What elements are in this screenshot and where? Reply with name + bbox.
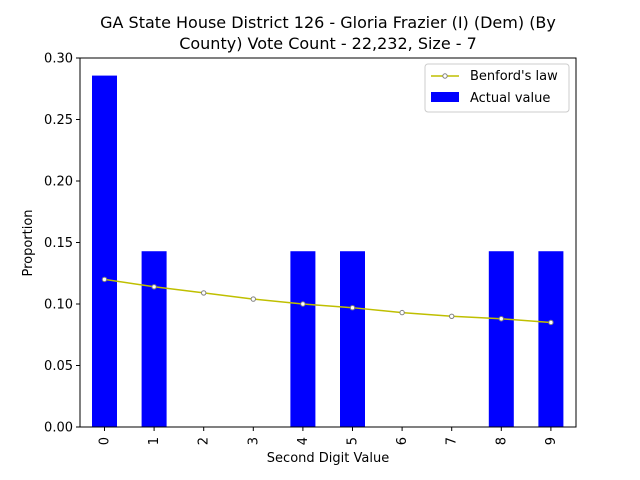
benford-point-4 bbox=[300, 301, 306, 307]
benford-point-0 bbox=[101, 276, 108, 283]
y-tick-label-0.20: 0.20 bbox=[44, 175, 73, 190]
x-tick-label-3: 3 bbox=[246, 437, 261, 445]
bar-5 bbox=[340, 251, 365, 427]
x-tick-label-0: 0 bbox=[98, 437, 113, 445]
y-axis-label: Proportion bbox=[21, 209, 36, 276]
benford-line bbox=[104, 278, 551, 324]
y-tick-label-0.25: 0.25 bbox=[44, 113, 73, 128]
benford-line-series bbox=[101, 276, 554, 326]
benford-point-6 bbox=[399, 309, 405, 316]
benford-point-2 bbox=[201, 290, 207, 296]
x-axis-ticks: 0 1 2 3 4 5 6 7 8 9 bbox=[98, 427, 559, 445]
benford-point-7 bbox=[449, 313, 455, 319]
x-tick-label-5: 5 bbox=[346, 437, 361, 445]
x-tick-label-4: 4 bbox=[296, 437, 311, 445]
bar-9 bbox=[538, 251, 564, 427]
benford-point-5 bbox=[349, 304, 356, 311]
x-tick-label-2: 2 bbox=[197, 437, 212, 445]
y-tick-label-0.00: 0.00 bbox=[44, 421, 73, 436]
bar-4 bbox=[290, 251, 316, 427]
y-tick-label-0.15: 0.15 bbox=[44, 236, 73, 251]
legend-label-actual: Actual value bbox=[470, 91, 550, 106]
benford-point-9 bbox=[548, 319, 554, 326]
bar-0 bbox=[92, 75, 117, 427]
legend-label-benford: Benford's law bbox=[470, 69, 558, 84]
y-tick-label-0.05: 0.05 bbox=[44, 359, 73, 374]
legend-marker-swatch bbox=[442, 73, 448, 79]
bar-8 bbox=[488, 251, 514, 427]
y-axis-ticks: 0.00 0.05 0.10 0.15 0.20 0.25 0.30 bbox=[44, 52, 80, 436]
legend-bar-swatch bbox=[431, 92, 459, 102]
x-tick-label-8: 8 bbox=[494, 437, 509, 445]
y-tick-label-0.30: 0.30 bbox=[44, 52, 73, 67]
x-tick-label-9: 9 bbox=[544, 437, 559, 445]
chart-title-line-1: GA State House District 126 - Gloria Fra… bbox=[100, 13, 556, 32]
x-tick-label-7: 7 bbox=[445, 437, 460, 445]
benford-point-1 bbox=[151, 284, 157, 290]
x-tick-label-1: 1 bbox=[147, 437, 162, 445]
bars bbox=[92, 75, 564, 427]
x-axis-label: Second Digit Value bbox=[267, 451, 389, 466]
legend-box bbox=[424, 63, 570, 113]
chart-title-line-2: County) Vote Count - 22,232, Size - 7 bbox=[179, 34, 477, 53]
x-tick-label-6: 6 bbox=[395, 437, 410, 445]
y-tick-label-0.10: 0.10 bbox=[44, 298, 73, 313]
bar-1 bbox=[141, 251, 167, 427]
benford-point-3 bbox=[250, 296, 257, 302]
legend: Benford's law Actual value bbox=[424, 63, 570, 113]
benford-point-8 bbox=[498, 316, 504, 322]
